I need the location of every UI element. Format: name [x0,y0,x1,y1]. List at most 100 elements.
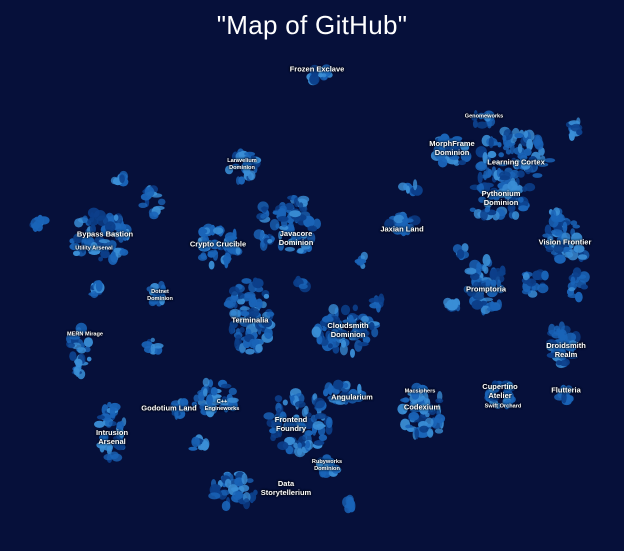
cluster-cell [228,400,238,412]
cluster-cell [263,293,270,299]
cluster-cell [282,399,288,406]
region-jaxian-land[interactable]: Jaxian Land [380,224,424,234]
region-bypass-bastion[interactable]: Bypass Bastion [76,229,134,239]
cluster-cell [75,358,83,368]
cluster-cell [472,293,485,300]
region-terminalia[interactable]: Terminalia [231,315,269,325]
cluster-cell [289,395,295,402]
region-rubyworks-dominion[interactable]: Rubyworks Dominion [311,459,343,472]
region-vision-frontier[interactable]: Vision Frontier [538,237,592,247]
cluster-cell [471,115,478,121]
cluster-cell [546,352,558,358]
cluster-cell [482,152,488,164]
cluster-cell [222,241,228,251]
cluster-cell [284,247,295,252]
cluster-cell [544,158,556,163]
cluster-cell [514,132,524,139]
cluster-cell [494,402,502,409]
cluster-cell [545,246,554,253]
cluster-cell [437,157,448,168]
cluster-cell [476,121,488,129]
cluster-cell [244,293,255,299]
cluster-cell [470,272,480,281]
region-javacore-dominion[interactable]: Javacore Dominion [278,229,314,247]
cluster-cell [230,294,239,303]
region-swift-orchard[interactable]: Swift Orchard [484,403,522,410]
region-cupertino-atelier[interactable]: Cupertino Atelier [482,382,518,400]
cluster-cell [179,398,189,407]
cluster-cell [570,276,576,286]
region-dotnet-dominion[interactable]: Dotnet Dominion [147,289,173,302]
cluster-cell [371,327,379,338]
cluster-cell [395,226,405,235]
region-crypto-crucible[interactable]: Crypto Crucible [189,239,247,249]
cluster-cell [423,392,429,405]
region-godotium-land[interactable]: Godotium Land [141,403,197,413]
cluster-cell [75,322,88,335]
region-intrusion-arsenal[interactable]: Intrusion Arsenal [95,428,129,446]
region-pythonium-dominion[interactable]: Pythonium Dominion [481,189,521,207]
region-laravelium-dominion[interactable]: Laravelium Dominion [227,158,257,171]
cluster-cell [408,411,420,421]
cluster-cell [547,235,554,246]
region-genomeworks[interactable]: Genomeworks [464,113,504,120]
region-learning-cortex[interactable]: Learning Cortex [487,157,545,167]
cluster-cell [100,249,110,259]
region-frontend-foundry[interactable]: Frontend Foundry [274,415,308,433]
cluster-cell [311,68,319,78]
cluster-cell [419,425,429,433]
cluster-cell [289,210,301,218]
cluster-cell [311,326,321,338]
cluster-cell [188,446,198,451]
region-utility-arsenal[interactable]: Utility Arsenal [75,245,113,252]
cluster-cell [418,403,429,415]
cluster-cell [90,224,96,234]
region-promptoria[interactable]: Promptoria [465,284,507,294]
cluster-cell [568,340,577,346]
region-droidsmith-realm[interactable]: Droidsmith Realm [546,341,586,359]
cluster-cell [336,323,343,330]
cluster-cell [564,251,574,258]
cluster-cell [274,395,283,403]
cluster-cell [138,202,148,208]
cluster-cell [284,418,297,431]
cluster-cell [521,289,532,295]
region-macsiphers[interactable]: Macsiphers [404,388,436,395]
cluster-cell [574,291,583,303]
cluster-cell [349,329,361,341]
cluster-cell [202,235,210,246]
region-frozen-exclave[interactable]: Frozen Exclave [289,64,345,74]
cluster-cell [261,318,273,328]
cluster-cell [401,218,414,223]
cluster-cell [255,301,263,310]
region-data-storytellerium[interactable]: Data Storytellerium [260,479,312,497]
cluster-cell [109,430,117,436]
region-angularium[interactable]: Angularium [331,392,373,402]
cluster-cell [245,348,255,355]
region-mern-mirage[interactable]: MERN Mirage [66,331,104,338]
cluster-cell [217,241,222,250]
map-title: "Map of GitHub" [216,10,408,40]
cluster-cell [496,279,502,290]
cluster-cell [326,416,333,429]
cluster-cell [235,151,245,162]
cluster-cell [399,221,409,229]
cluster-cell [362,336,371,344]
cluster-cell [520,160,531,170]
cluster-cell [239,327,245,333]
region-cpp-engineworks[interactable]: C++ Engineworks [204,399,240,412]
cluster-cell [113,214,119,221]
region-morphframe-dominion[interactable]: MorphFrame Dominion [429,139,475,157]
cluster-cell [522,272,530,281]
cluster-cell [342,395,347,402]
cluster-cell [402,403,408,414]
cluster-cell [540,155,546,164]
cluster-cell [148,298,157,307]
cluster-cell [534,138,544,150]
region-codexium[interactable]: Codexium [403,402,441,412]
cluster-cell [518,205,529,212]
cluster-cell [469,207,476,212]
cluster-cell [483,199,493,208]
region-cloudsmith-dominion[interactable]: Cloudsmith Dominion [327,321,369,339]
region-flutteria[interactable]: Flutteria [551,385,581,395]
